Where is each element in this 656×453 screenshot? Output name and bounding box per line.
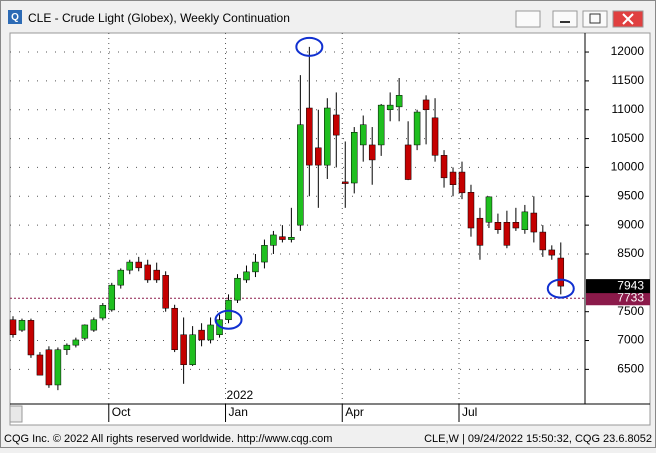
candle-body [144,264,151,281]
close-glyph [622,13,634,25]
candle-body [180,334,187,366]
candle-body [413,111,421,146]
candle-body [81,324,89,339]
annotation-circle [214,309,243,330]
candle-body [108,284,116,311]
candle-body [252,261,259,273]
candle-body [557,257,565,287]
candle-body [270,234,277,246]
y-tick-label: 12000 [611,44,645,58]
candle-body [324,107,331,166]
last-price-label: 7943 [617,278,644,292]
candle-body [377,104,385,146]
candle-body [9,319,17,336]
candle-body [458,171,466,194]
candle-body [279,236,286,240]
chart-area [9,32,651,426]
candle-body [404,144,412,180]
candle-body [126,261,133,271]
candle-body [117,269,125,286]
candle-body [521,211,529,231]
footer-right: CLE,W | 09/24/2022 15:50:32, CQG 23.6.80… [424,433,652,445]
y-tick-label: 9500 [617,188,644,202]
x-tick-label: Oct [112,405,131,419]
candle-body [207,324,214,341]
link-button[interactable] [515,10,541,28]
annotation-circle [295,36,324,57]
app-icon [8,10,22,24]
x-tick-label: Apr [345,405,364,419]
candle-body [306,107,313,166]
candle-body [350,131,358,184]
candle-body [386,104,394,110]
candle-body [162,275,169,309]
candle-body [485,196,493,223]
annotation-circle [546,278,575,299]
candle-body [54,349,62,386]
candle-body [467,191,475,229]
candle-body [449,171,457,185]
level-label: 7733 [617,290,644,304]
y-tick-label: 11500 [612,73,645,87]
candle-body [189,334,196,366]
y-tick-label: 10000 [611,160,645,174]
level-box [586,291,650,306]
candle-body [36,354,44,376]
candle-body [395,95,403,108]
candle-body [333,114,340,136]
y-tick-label: 7000 [617,333,644,347]
candle-body [63,344,71,351]
candle-body [315,147,322,166]
y-tick-label: 10500 [611,131,645,145]
candle-body [297,124,304,226]
candle-body [368,144,376,161]
y-tick-label: 9000 [617,217,644,231]
candle-body [539,231,547,251]
candle-body [18,320,26,331]
candle-body [72,339,80,346]
footer-left: CQG Inc. © 2022 All rights reserved worl… [4,433,332,445]
candle-body [171,307,178,351]
candle-body [494,222,502,231]
minimize-button[interactable] [552,10,578,28]
candle-body [342,181,349,184]
x-tick-label: Jan [229,405,248,419]
candle-body [99,305,107,319]
candle-body [431,117,439,156]
x-tick-label: Jul [462,405,477,419]
candle-body [548,249,556,256]
maximize-button[interactable] [582,10,608,28]
y-tick-label: 6500 [617,362,644,376]
candle-body [530,212,538,233]
candle-body [512,222,520,229]
candle-body [243,271,250,281]
year-label: 2022 [227,388,254,402]
candle-body [198,329,205,341]
candle-body [27,320,35,356]
y-tick-label: 8500 [617,246,644,260]
candle-body [440,155,448,179]
window-title: CLE - Crude Light (Globex), Weekly Conti… [28,11,290,25]
candle-body [288,237,295,240]
app-icon-glyph: Q [11,12,19,23]
maximize-glyph [589,13,601,24]
candle-body [476,217,484,246]
candle-body [503,222,511,246]
candle-body [422,99,430,110]
last-price-box [586,279,650,294]
candle-body [261,245,268,263]
candle-body [234,277,241,301]
candle-body [359,124,367,146]
candle-body [90,319,98,331]
candle-body [135,261,142,269]
candle-body [153,269,160,281]
y-tick-label: 11000 [612,102,645,116]
y-tick-label: 7500 [617,304,644,318]
scroll-button[interactable] [9,405,23,423]
plot: 6500 7000 7500 8500 9000 9500 10000 10500 11000 1… [9,33,650,422]
candle-body [45,349,53,386]
